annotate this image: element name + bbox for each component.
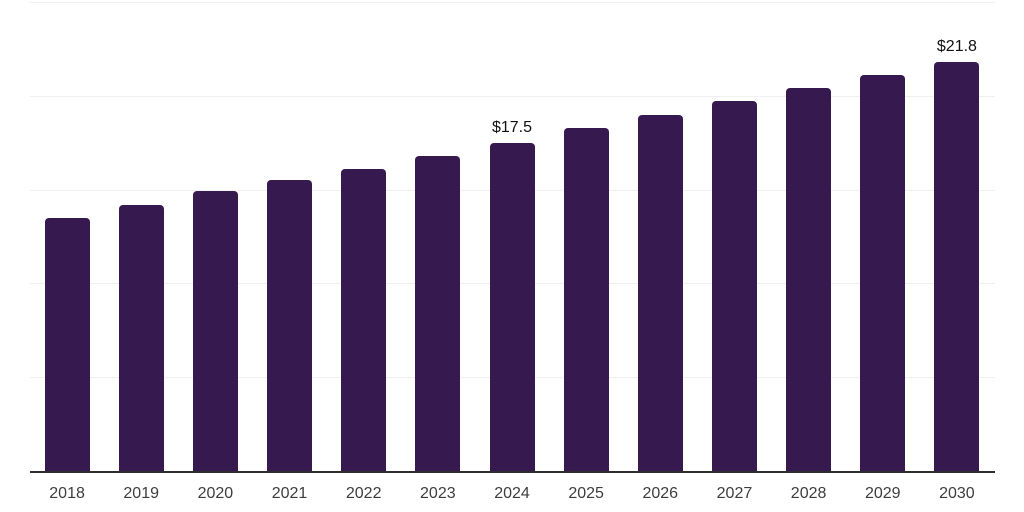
bar-2022: [341, 168, 387, 471]
x-axis-label-2020: 2020: [197, 485, 234, 502]
x-axis-label-2024: 2024: [494, 485, 530, 502]
x-axis-label-2029: 2029: [864, 485, 901, 502]
data-label-2024: $17.5: [491, 118, 533, 136]
bar-2025: [563, 127, 609, 471]
bar-2020: [192, 191, 238, 471]
gridline-y-20: [30, 95, 995, 97]
gridline-y-25: [30, 1, 995, 3]
x-axis-label-2030: 2030: [939, 485, 975, 502]
x-axis-label-2022: 2022: [345, 485, 382, 502]
bar-2024: [489, 142, 535, 471]
x-axis-label-2028: 2028: [790, 485, 827, 502]
bar-2021: [267, 180, 313, 471]
x-axis-label-2018: 2018: [49, 485, 85, 502]
x-axis-line: [30, 471, 995, 473]
bar-2018: [44, 217, 90, 471]
x-axis-label-2025: 2025: [568, 485, 604, 502]
bar-2028: [786, 88, 832, 471]
x-axis-label-2021: 2021: [271, 485, 308, 502]
bar-2026: [637, 114, 683, 471]
bar-2023: [415, 155, 461, 471]
bar-2027: [711, 101, 757, 471]
x-axis-label-2027: 2027: [716, 485, 753, 502]
bar-2030: [934, 62, 980, 471]
data-label-2030: $21.8: [936, 38, 977, 56]
x-axis-label-2026: 2026: [642, 485, 679, 502]
bar-2019: [118, 204, 164, 471]
x-axis-label-2023: 2023: [420, 485, 456, 502]
bar-2029: [860, 75, 906, 471]
x-axis-label-2019: 2019: [123, 485, 159, 502]
